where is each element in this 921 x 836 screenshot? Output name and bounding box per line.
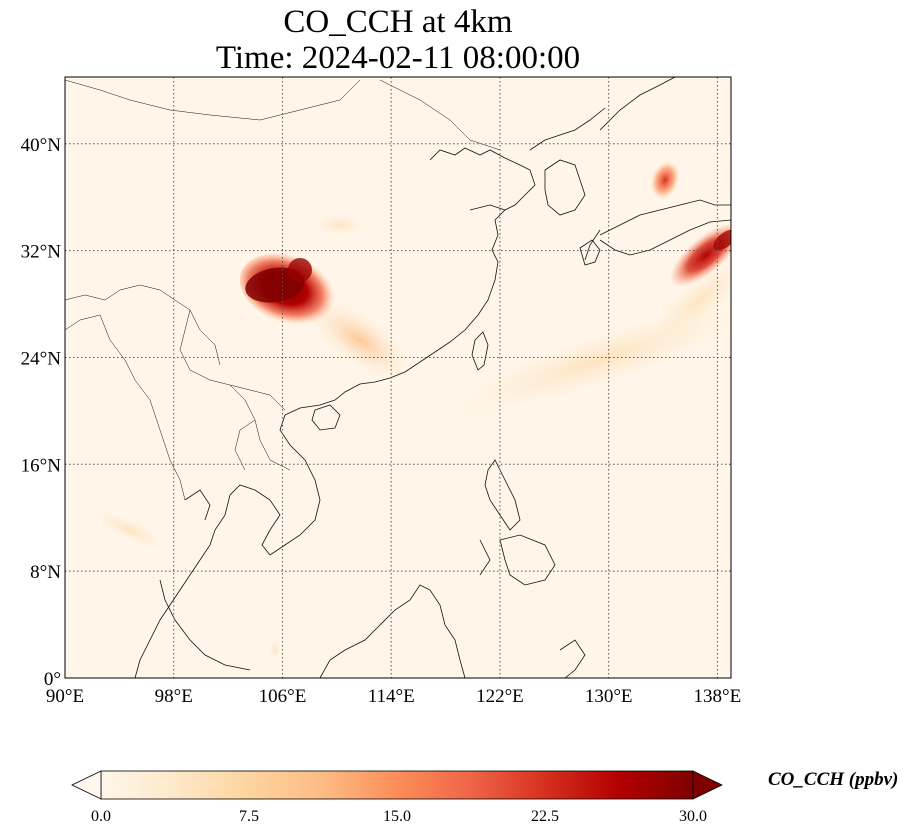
map-subtitle: Time: 2024-02-11 08:00:00 bbox=[215, 40, 581, 76]
y-axis-ticks: 0° 8°N 16°N 24°N 32°N 40°N bbox=[21, 135, 62, 690]
x-tick-label: 130°E bbox=[585, 686, 633, 707]
y-tick-label: 24°N bbox=[21, 348, 62, 369]
plume-faint-band-2 bbox=[652, 258, 731, 342]
colorbar-tick-label: 0.0 bbox=[91, 808, 111, 825]
plume-small-south bbox=[269, 641, 281, 659]
plume-tail bbox=[308, 299, 412, 381]
borders bbox=[65, 79, 501, 501]
map-frame bbox=[64, 76, 732, 679]
colorbar-gradient bbox=[100, 770, 694, 800]
colorbar-tick-label: 15.0 bbox=[383, 808, 411, 825]
plume-faint-north bbox=[315, 215, 365, 235]
colorbar-ticks: 0.0 7.5 15.0 22.5 30.0 bbox=[91, 808, 707, 825]
x-tick-label: 114°E bbox=[368, 686, 415, 707]
x-tick-label: 90°E bbox=[46, 686, 84, 707]
y-tick-label: 16°N bbox=[21, 455, 62, 476]
y-tick-label: 8°N bbox=[30, 562, 61, 583]
colorbar-extend-min bbox=[71, 770, 102, 800]
x-tick-label: 138°E bbox=[694, 686, 742, 707]
plume-faint-west bbox=[93, 510, 167, 550]
x-tick-label: 106°E bbox=[259, 686, 307, 707]
x-axis-ticks: 90°E 98°E 106°E 114°E 122°E 130°E 138°E bbox=[46, 686, 741, 707]
x-tick-label: 98°E bbox=[155, 686, 193, 707]
colorbar-tick-label: 30.0 bbox=[679, 808, 707, 825]
y-tick-label: 0° bbox=[44, 669, 61, 690]
plume-sichuan-core-2 bbox=[288, 258, 312, 282]
x-tick-label: 122°E bbox=[476, 686, 524, 707]
colorbar: 0.0 7.5 15.0 22.5 30.0 bbox=[71, 770, 723, 825]
y-tick-label: 32°N bbox=[21, 242, 62, 263]
map-area bbox=[65, 77, 731, 678]
y-tick-label: 40°N bbox=[21, 135, 62, 156]
gridlines bbox=[65, 77, 731, 678]
colorbar-tick-label: 7.5 bbox=[239, 808, 259, 825]
coastlines bbox=[134, 77, 731, 678]
colorbar-tick-label: 22.5 bbox=[531, 808, 559, 825]
colorbar-label: CO_CCH (ppbv) bbox=[768, 769, 899, 790]
colorbar-extend-max bbox=[692, 770, 723, 800]
plume-korea bbox=[650, 160, 680, 200]
map-title: CO_CCH at 4km bbox=[283, 4, 513, 40]
